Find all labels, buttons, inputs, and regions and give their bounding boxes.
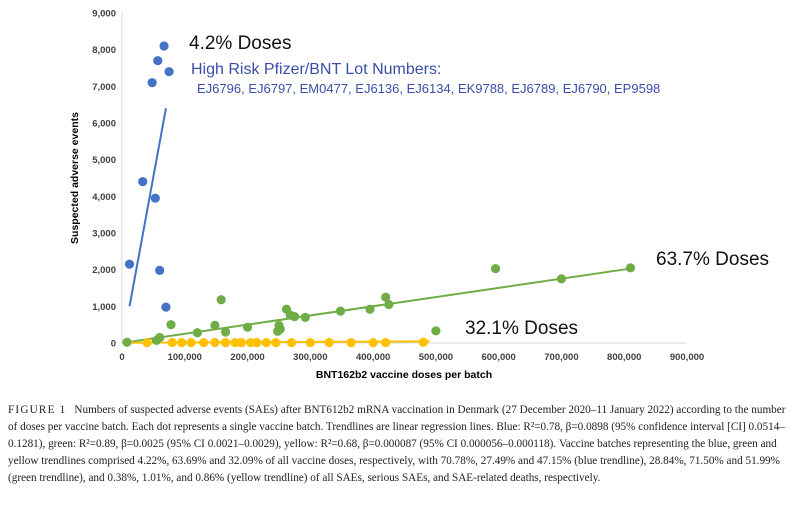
yellow-data-point bbox=[142, 338, 152, 348]
green-data-point bbox=[625, 263, 636, 273]
yellow-data-point bbox=[177, 338, 187, 348]
y-tick-label: 4,000 bbox=[92, 192, 116, 203]
green-dose-share-label: 63.7% Doses bbox=[656, 249, 769, 270]
yellow-data-point bbox=[271, 338, 281, 348]
green-data-point bbox=[220, 327, 231, 337]
y-tick-label: 0 bbox=[111, 339, 116, 350]
yellow-data-point bbox=[368, 338, 378, 348]
yellow-data-point bbox=[418, 337, 428, 347]
yellow-data-point bbox=[252, 338, 262, 348]
green-data-point bbox=[300, 312, 310, 322]
x-tick-label: 300,000 bbox=[293, 352, 327, 363]
green-data-point bbox=[384, 299, 394, 310]
x-axis-title: BNT162b2 vaccine doses per batch bbox=[316, 369, 492, 381]
green-data-point bbox=[166, 320, 176, 330]
green-data-point bbox=[556, 274, 567, 284]
x-tick-label: 200,000 bbox=[230, 352, 264, 363]
blue-trendline bbox=[128, 108, 167, 307]
figure-label: FIGURE 1 bbox=[8, 404, 67, 416]
y-tick-labels: 0 1,000 2,000 3,000 4,000 5,000 6,000 7,000 8,00… bbox=[92, 9, 116, 350]
yellow-data-point bbox=[286, 338, 297, 348]
y-tick-label: 2,000 bbox=[92, 265, 116, 276]
y-tick-label: 8,000 bbox=[92, 45, 116, 56]
yellow-data-point bbox=[210, 337, 220, 348]
blue-dose-share-label: 4.2% Doses bbox=[189, 33, 291, 54]
yellow-data-point bbox=[167, 337, 177, 348]
green-data-point bbox=[192, 328, 202, 338]
x-tick-label: 100,000 bbox=[168, 352, 202, 363]
blue-data-point bbox=[124, 259, 135, 269]
x-tick-label: 900,000 bbox=[670, 352, 704, 363]
x-tick-label: 700,000 bbox=[544, 352, 578, 363]
yellow-data-point bbox=[381, 338, 391, 348]
y-tick-label: 5,000 bbox=[92, 155, 116, 166]
green-data-point bbox=[155, 332, 165, 343]
blue-data-point bbox=[153, 56, 163, 66]
high-risk-lot-numbers: EJ6796, EJ6797, EM0477, EJ6136, EJ6134, … bbox=[197, 81, 660, 96]
green-data-point bbox=[290, 312, 300, 322]
blue-data-point bbox=[155, 265, 165, 275]
blue-data-point bbox=[147, 78, 157, 88]
yellow-data-point bbox=[305, 338, 315, 348]
yellow-data-point bbox=[220, 338, 231, 348]
figure-caption: FIGURE 1 Numbers of suspected adverse eve… bbox=[8, 402, 792, 487]
yellow-data-point bbox=[324, 337, 334, 348]
trendlines bbox=[121, 108, 631, 344]
y-tick-label: 3,000 bbox=[92, 229, 116, 240]
blue-data-point bbox=[161, 302, 171, 312]
yellow-data-point bbox=[261, 338, 271, 348]
y-axis-title: Suspected adverse events bbox=[69, 112, 81, 244]
y-tick-label: 9,000 bbox=[92, 9, 116, 20]
data-points bbox=[122, 41, 636, 348]
green-data-point bbox=[431, 326, 441, 336]
green-data-point bbox=[242, 322, 253, 332]
yellow-data-point bbox=[236, 338, 246, 348]
y-tick-label: 6,000 bbox=[92, 119, 116, 130]
x-tick-label: 500,000 bbox=[419, 352, 453, 363]
y-tick-label: 1,000 bbox=[92, 302, 116, 313]
x-tick-label: 800,000 bbox=[607, 352, 641, 363]
green-data-point bbox=[216, 295, 226, 305]
green-data-point bbox=[122, 337, 132, 347]
x-tick-label: 600,000 bbox=[481, 352, 515, 363]
green-data-point bbox=[210, 320, 220, 330]
high-risk-lots-title: High Risk Pfizer/BNT Lot Numbers: bbox=[191, 61, 441, 78]
green-data-point bbox=[490, 263, 501, 274]
blue-data-point bbox=[150, 193, 160, 203]
y-tick-label: 7,000 bbox=[92, 82, 116, 93]
green-trendline bbox=[121, 267, 631, 344]
x-tick-labels: 0 100,000 200,000 300,000 400,000 500,000 600,… bbox=[119, 352, 704, 363]
blue-data-point bbox=[159, 41, 169, 51]
yellow-data-point bbox=[186, 338, 196, 348]
green-data-point bbox=[365, 304, 375, 314]
green-data-point bbox=[381, 292, 391, 302]
scatter-chart: 0 1,000 2,000 3,000 4,000 5,000 6,000 7,000 8,00… bbox=[69, 9, 769, 382]
yellow-data-point bbox=[346, 338, 356, 348]
green-data-point bbox=[275, 324, 285, 334]
green-data-point bbox=[335, 306, 346, 316]
x-tick-label: 400,000 bbox=[356, 352, 390, 363]
yellow-dose-share-label: 32.1% Doses bbox=[465, 318, 578, 339]
blue-data-point bbox=[164, 67, 174, 77]
x-tick-label: 0 bbox=[119, 352, 124, 363]
yellow-data-point bbox=[199, 338, 209, 348]
blue-data-point bbox=[138, 177, 148, 187]
figure-caption-text: Numbers of suspected adverse events (SAE… bbox=[8, 404, 786, 484]
